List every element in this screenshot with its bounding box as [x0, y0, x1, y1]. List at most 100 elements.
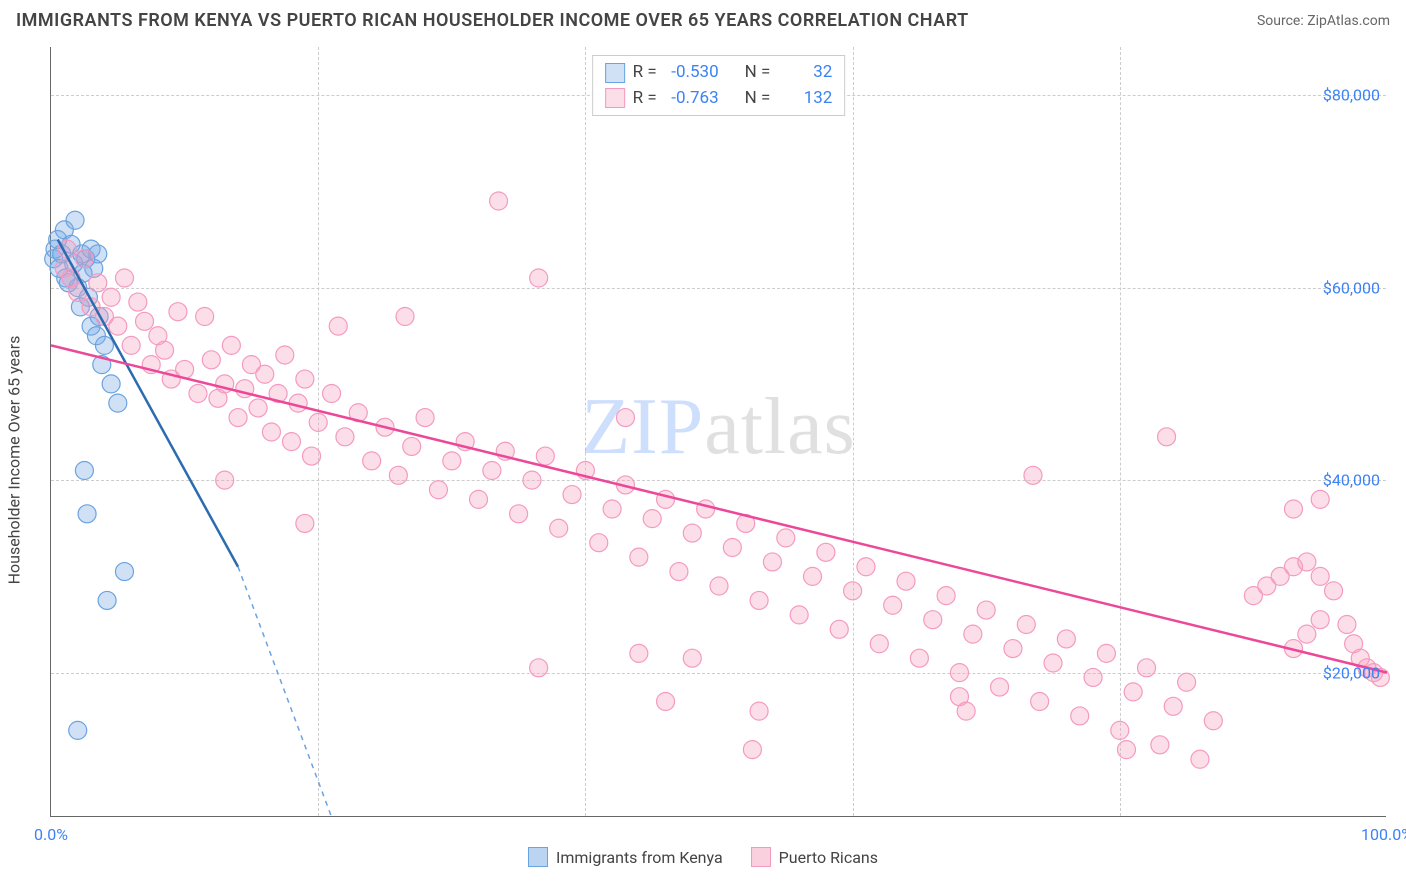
scatter-point [66, 211, 84, 229]
scatter-point [857, 558, 875, 576]
scatter-point [697, 500, 715, 518]
legend-swatch [751, 847, 771, 867]
legend-swatch [605, 63, 625, 83]
scatter-point [276, 346, 294, 364]
scatter-point [603, 500, 621, 518]
scatter-point [1338, 616, 1356, 634]
scatter-point [282, 433, 300, 451]
scatter-point [870, 635, 888, 653]
scatter-point [750, 591, 768, 609]
scatter-point [69, 721, 87, 739]
legend-label: Immigrants from Kenya [556, 848, 723, 867]
scatter-point [550, 519, 568, 537]
scatter-point [1024, 466, 1042, 484]
scatter-point [75, 250, 93, 268]
scatter-point [115, 269, 133, 287]
legend-stats-box: R =-0.530N =32R =-0.763N =132 [592, 55, 846, 116]
scatter-point [1178, 673, 1196, 691]
scatter-point [884, 596, 902, 614]
scatter-point [563, 486, 581, 504]
scatter-point [957, 702, 975, 720]
scatter-point [416, 409, 434, 427]
scatter-point [296, 514, 314, 532]
scatter-point [910, 649, 928, 667]
source-label: Source: ZipAtlas.com [1257, 13, 1390, 29]
scatter-point [510, 505, 528, 523]
scatter-point [1325, 582, 1343, 600]
scatter-point [136, 312, 154, 330]
scatter-point [202, 351, 220, 369]
trend-line-extrapolated [238, 567, 332, 817]
scatter-point [403, 437, 421, 455]
legend-stats-row: R =-0.763N =132 [605, 86, 833, 112]
scatter-point [817, 543, 835, 561]
scatter-point [950, 664, 968, 682]
scatter-point [683, 649, 701, 667]
scatter-point [1151, 736, 1169, 754]
stat-n-value: 132 [778, 86, 832, 112]
scatter-point [804, 567, 822, 585]
scatter-point [1044, 654, 1062, 672]
scatter-point [1111, 721, 1129, 739]
scatter-point [470, 490, 488, 508]
scatter-point [1284, 500, 1302, 518]
scatter-point [790, 606, 808, 624]
scatter-point [1124, 683, 1142, 701]
stat-n-label: N = [745, 60, 771, 86]
bottom-legend-item: Puerto Ricans [751, 847, 878, 867]
y-axis-title: Householder Income Over 65 years [5, 336, 24, 585]
scatter-point [1311, 490, 1329, 508]
scatter-point [156, 341, 174, 359]
legend-swatch [528, 847, 548, 867]
scatter-point [657, 693, 675, 711]
scatter-point [1017, 616, 1035, 634]
scatter-point [530, 269, 548, 287]
scatter-point [109, 317, 127, 335]
scatter-point [630, 644, 648, 662]
scatter-point [256, 365, 274, 383]
scatter-svg [51, 47, 1386, 816]
scatter-point [102, 288, 120, 306]
scatter-point [670, 563, 688, 581]
scatter-point [323, 385, 341, 403]
scatter-point [483, 462, 501, 480]
chart-title: IMMIGRANTS FROM KENYA VS PUERTO RICAN HO… [16, 10, 969, 31]
scatter-point [616, 409, 634, 427]
scatter-point [977, 601, 995, 619]
scatter-point [743, 741, 761, 759]
scatter-point [763, 553, 781, 571]
scatter-point [530, 659, 548, 677]
stat-r-value: -0.763 [665, 86, 719, 112]
legend-swatch [605, 88, 625, 108]
bottom-legend-item: Immigrants from Kenya [528, 847, 723, 867]
scatter-point [924, 611, 942, 629]
scatter-point [115, 563, 133, 581]
scatter-point [523, 471, 541, 489]
scatter-point [389, 466, 407, 484]
scatter-point [396, 308, 414, 326]
y-tick-label: $20,000 [1323, 663, 1380, 682]
legend-label: Puerto Ricans [779, 848, 878, 867]
scatter-point [683, 524, 701, 542]
scatter-point [844, 582, 862, 600]
scatter-point [1191, 750, 1209, 768]
scatter-point [897, 572, 915, 590]
scatter-point [657, 490, 675, 508]
scatter-point [363, 452, 381, 470]
scatter-point [1204, 712, 1222, 730]
scatter-point [777, 529, 795, 547]
scatter-point [109, 394, 127, 412]
chart-container: Householder Income Over 65 years ZIPatla… [0, 37, 1406, 883]
scatter-point [490, 192, 508, 210]
scatter-point [296, 370, 314, 388]
plot-area: ZIPatlas R =-0.530N =32R =-0.763N =132 $… [50, 47, 1386, 817]
x-tick-label: 0.0% [34, 825, 68, 844]
scatter-point [1057, 630, 1075, 648]
stat-n-label: N = [745, 86, 771, 112]
scatter-point [169, 303, 187, 321]
scatter-point [95, 336, 113, 354]
scatter-point [1298, 553, 1316, 571]
scatter-point [196, 308, 214, 326]
scatter-point [630, 548, 648, 566]
scatter-point [723, 539, 741, 557]
